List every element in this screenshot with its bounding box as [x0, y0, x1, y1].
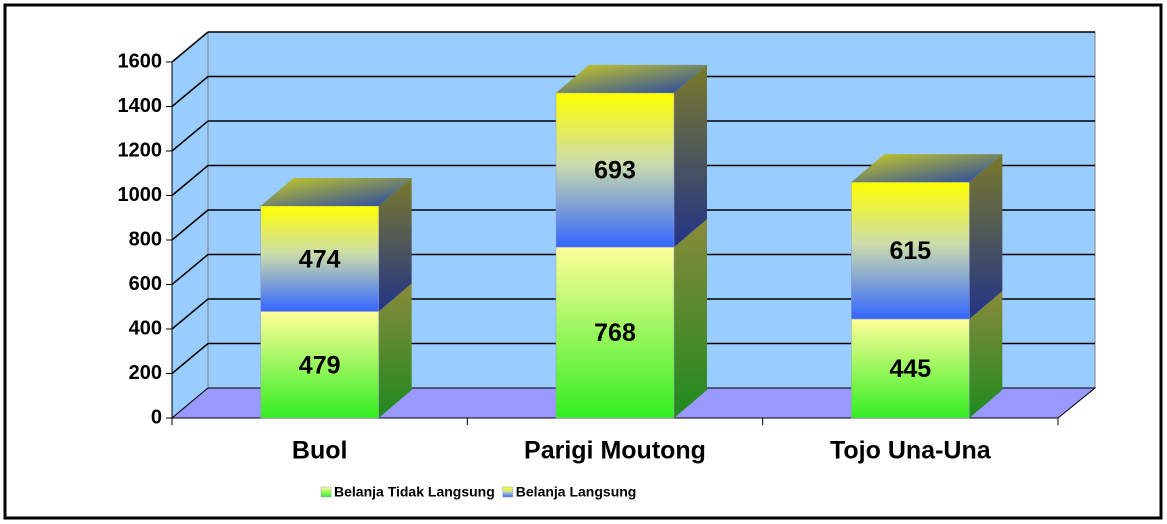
bar-top: [851, 154, 1003, 183]
x-tick-label: Parigi Moutong: [524, 437, 706, 465]
grid-line: [171, 209, 209, 241]
bar: [555, 246, 675, 419]
y-tick-label: 1000: [118, 184, 163, 206]
bar: [260, 311, 379, 419]
bar-side: [969, 290, 1003, 418]
bar-top: [260, 177, 412, 206]
legend-label: Belanja Tidak Langsung: [334, 484, 495, 500]
grid-line: [171, 31, 209, 63]
bar-side: [969, 154, 1003, 319]
data-label: 768: [594, 319, 636, 347]
data-label: 474: [299, 245, 341, 273]
data-label: 445: [889, 355, 931, 383]
y-tick-label: 1600: [118, 50, 163, 72]
data-label: 479: [299, 351, 341, 379]
legend-swatch: [320, 486, 332, 498]
grid-line: [171, 342, 209, 375]
bar: [555, 92, 675, 248]
bar-top: [556, 64, 707, 93]
bar-side: [378, 177, 412, 312]
frame: [3, 3, 1163, 520]
x-tick-label: Buol: [292, 437, 348, 465]
data-label: 693: [594, 157, 636, 185]
grid-line: [171, 75, 209, 108]
grid-line: [171, 164, 209, 197]
bar: [851, 181, 970, 320]
bar: [260, 205, 379, 312]
y-tick-label: 600: [129, 273, 162, 295]
bar: [851, 318, 970, 419]
y-tick-label: 800: [129, 228, 162, 250]
legend-label: Belanja Langsung: [516, 484, 637, 500]
grid-line: [171, 120, 209, 152]
bar-side: [378, 283, 412, 418]
grid-line: [171, 253, 209, 286]
y-tick-label: 1400: [118, 95, 163, 117]
legend-swatch: [502, 486, 514, 498]
bar-side: [674, 219, 707, 418]
y-tick-label: 400: [129, 317, 162, 339]
bar-side: [674, 64, 707, 248]
x-tick-label: Tojo Una-Una: [830, 437, 992, 465]
y-tick-label: 200: [129, 362, 162, 384]
y-tick-label: 1200: [118, 139, 163, 161]
y-tick-label: 0: [151, 406, 162, 428]
data-label: 615: [889, 237, 931, 265]
grid-line: [171, 298, 209, 330]
